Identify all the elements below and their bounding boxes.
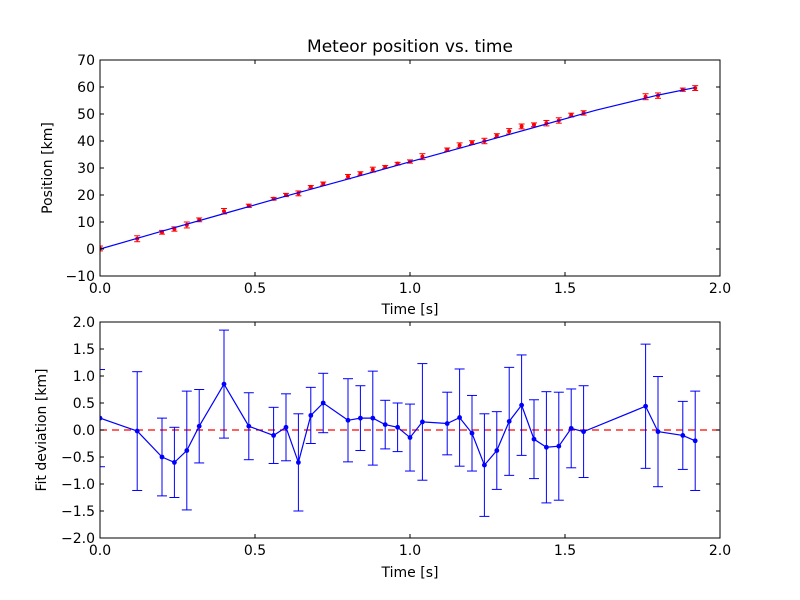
series-group [100, 329, 720, 517]
x-tick-label: 1.5 [554, 543, 576, 559]
data-point [308, 413, 314, 418]
data-point [457, 415, 462, 420]
data-point [581, 429, 586, 435]
deviation-line [100, 382, 696, 467]
data-point [519, 124, 524, 129]
data-point [395, 424, 400, 430]
x-tick-label: 2.0 [709, 543, 731, 559]
data-point [506, 418, 512, 424]
data-point [358, 171, 363, 176]
tick-labels: 0.0 0.5 1.0 1.5 2.0 −10 0 10 20 30 40 50 60 70 [65, 53, 731, 297]
data-point [370, 167, 375, 172]
data-point [519, 402, 524, 408]
x-tick-label: 0.5 [244, 281, 266, 297]
data-point [308, 184, 313, 189]
data-point [532, 122, 536, 127]
y-tick-label: −1.0 [61, 477, 95, 493]
data-point [321, 181, 326, 186]
data-point [420, 419, 425, 425]
data-point [271, 433, 276, 438]
data-point [569, 113, 574, 118]
chart-title: Meteor position vs. time [307, 37, 513, 57]
y-axis-label: Position [km] [40, 122, 56, 214]
y-tick-label: −10 [65, 269, 95, 285]
data-point [370, 415, 376, 421]
data-point [320, 400, 326, 406]
data-point [470, 140, 474, 145]
data-point [655, 429, 661, 435]
data-point [358, 415, 363, 421]
x-tick-label: 1.5 [554, 281, 576, 297]
y-tick-label: 0.5 [73, 396, 95, 412]
data-point [221, 381, 227, 387]
data-point [407, 435, 413, 440]
x-axis-label: Time [s] [381, 565, 439, 581]
y-axis-label: Fit deviation [km] [34, 368, 50, 491]
data-point [172, 460, 177, 465]
y-tick-label: −0.5 [61, 450, 95, 466]
y-tick-label: −2.0 [61, 531, 95, 547]
data-point [346, 174, 350, 179]
x-tick-label: 0.0 [89, 281, 111, 297]
y-tick-label: 30 [77, 161, 95, 177]
tick-labels: 0.0 0.5 1.0 1.5 2.0 −2.0 −1.5 −1.0 −0.5 0.0 0.5 1.0… [61, 315, 731, 559]
x-tick-label: 1.0 [399, 281, 421, 297]
y-tick-label: 10 [77, 215, 95, 231]
data-point [692, 438, 698, 444]
x-tick-label: 0.5 [244, 543, 266, 559]
data-point [296, 460, 301, 465]
data-point [469, 430, 475, 436]
data-point [445, 147, 450, 152]
y-tick-label: 40 [77, 134, 95, 150]
data-point [246, 423, 252, 429]
y-tick-label: 0.0 [73, 423, 95, 439]
data-point [482, 462, 487, 468]
x-tick-label: 0.0 [89, 543, 111, 559]
y-tick-label: 70 [77, 53, 95, 69]
data-point [283, 424, 289, 430]
x-axis-label: Time [s] [381, 302, 439, 318]
y-tick-label: 1.0 [73, 369, 95, 385]
y-tick-label: 1.5 [73, 342, 95, 358]
y-tick-label: 20 [77, 188, 95, 204]
data-point [184, 448, 190, 453]
data-point [345, 417, 351, 423]
plot-area [100, 329, 720, 517]
data-point [494, 448, 500, 453]
data-point [100, 415, 103, 421]
y-tick-label: 60 [77, 80, 95, 96]
data-point [568, 425, 574, 431]
y-tick-label: −1.5 [61, 504, 95, 520]
data-point [556, 443, 562, 449]
data-point [196, 423, 202, 429]
data-point [382, 422, 388, 427]
data-point [507, 129, 512, 134]
x-tick-label: 1.0 [399, 543, 421, 559]
x-tick-label: 2.0 [709, 281, 731, 297]
data-point [134, 428, 140, 434]
data-point [544, 444, 549, 450]
y-tick-label: 0 [86, 242, 95, 258]
series-group [100, 85, 699, 252]
data-point [222, 209, 226, 214]
fit-line [100, 86, 696, 250]
data-point [494, 133, 499, 138]
data-point [159, 454, 165, 460]
position-chart: Meteor position vs. time Position [km] T… [40, 37, 731, 318]
data-point [680, 433, 686, 438]
y-tick-label: 50 [77, 107, 95, 123]
y-tick-label: 2.0 [73, 315, 95, 331]
data-point [643, 403, 648, 409]
data-point [531, 436, 537, 442]
data-point [457, 143, 462, 148]
data-point [444, 421, 450, 426]
plot-area [100, 85, 699, 252]
deviation-chart: Fit deviation [km] Time [s] 0.0 0.5 1.0 1.5… [34, 315, 731, 581]
